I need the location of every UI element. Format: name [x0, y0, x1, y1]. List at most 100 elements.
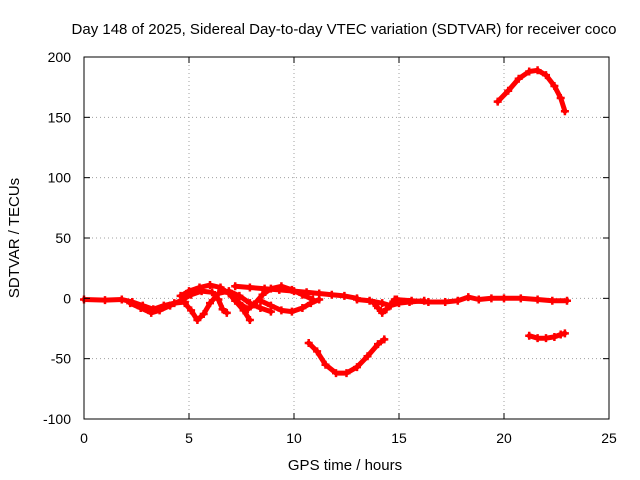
data-point [550, 332, 559, 341]
data-point [407, 296, 416, 305]
data-point [548, 296, 557, 305]
data-point [353, 295, 361, 304]
data-point [556, 94, 565, 103]
data-point [147, 308, 156, 317]
data-point [327, 290, 336, 299]
data-point [258, 290, 267, 299]
y-tick-label: 50 [55, 230, 71, 246]
data-point [256, 296, 265, 305]
data-point [227, 289, 235, 298]
data-point [560, 107, 569, 116]
data-point [464, 293, 473, 302]
data-point [206, 281, 214, 290]
data-point [302, 288, 311, 297]
plot-frame [83, 56, 610, 420]
data-point [321, 360, 330, 369]
y-tick-label: -100 [43, 411, 71, 427]
data-point [386, 300, 395, 309]
data-point [290, 287, 298, 296]
series-line [232, 283, 360, 301]
data-point [542, 71, 550, 80]
data-point [363, 352, 372, 361]
data-layer [80, 66, 571, 378]
x-tick-label: 15 [391, 430, 407, 446]
y-tick-label: 0 [63, 290, 71, 306]
data-point [514, 74, 523, 83]
data-point [342, 369, 351, 378]
y-tick-label: -50 [51, 351, 71, 367]
data-point [525, 331, 534, 340]
data-point [231, 282, 240, 291]
data-point [474, 295, 483, 304]
x-tick-label: 10 [286, 430, 302, 446]
data-point [155, 306, 164, 315]
data-point [222, 308, 231, 317]
data-point [214, 289, 223, 298]
data-point [243, 305, 252, 314]
series-trace-10 [390, 293, 571, 306]
data-point [516, 294, 525, 303]
y-tick-label: 150 [48, 109, 72, 125]
data-point [353, 363, 361, 372]
data-point [117, 295, 126, 304]
data-point [306, 299, 315, 308]
data-point [504, 86, 513, 95]
series-trace-13 [525, 329, 569, 343]
data-point [256, 303, 265, 312]
data-point [277, 306, 286, 315]
data-point [176, 291, 185, 300]
data-point [315, 295, 324, 304]
data-point [180, 299, 189, 308]
data-point [374, 340, 382, 349]
data-point [199, 310, 208, 319]
data-point [218, 305, 227, 314]
data-point [533, 295, 542, 304]
data-point [542, 334, 550, 343]
data-point [216, 283, 225, 292]
data-point [206, 299, 214, 308]
data-point [340, 291, 349, 300]
data-point [275, 285, 284, 294]
data-point [193, 316, 202, 325]
x-tick-label: 25 [601, 430, 617, 446]
y-tick-label: 200 [48, 49, 72, 65]
data-point [245, 316, 254, 325]
x-axis-label: GPS time / hours [288, 457, 402, 474]
data-point [245, 283, 254, 292]
data-point [493, 97, 502, 106]
data-point [487, 294, 496, 303]
chart-title: Day 148 of 2025, Sidereal Day-to-day VTE… [72, 21, 617, 38]
data-point [187, 306, 196, 315]
data-point [365, 296, 374, 305]
data-point [304, 338, 313, 347]
data-point [266, 301, 275, 310]
series-trace-11 [304, 335, 389, 378]
x-tick-label: 0 [80, 430, 88, 446]
data-point [235, 299, 244, 308]
data-point [332, 369, 340, 378]
data-point [424, 297, 433, 306]
data-point [441, 297, 450, 306]
data-point [560, 329, 569, 338]
data-point [250, 300, 259, 309]
data-point [525, 67, 534, 76]
data-point [136, 303, 145, 312]
data-point [126, 299, 135, 308]
series-trace-7 [256, 295, 324, 316]
data-point [563, 296, 571, 305]
x-tick-label: 20 [496, 430, 512, 446]
data-point [380, 335, 389, 344]
data-point [287, 307, 296, 316]
data-point [378, 299, 387, 308]
data-point [374, 303, 382, 312]
series-line [306, 336, 387, 376]
data-point [382, 305, 391, 314]
data-point [185, 287, 193, 296]
data-point [453, 296, 462, 305]
data-point [378, 308, 387, 317]
data-point [550, 81, 559, 90]
series-trace-12 [493, 66, 569, 116]
data-point [369, 299, 378, 308]
data-point [166, 301, 175, 310]
